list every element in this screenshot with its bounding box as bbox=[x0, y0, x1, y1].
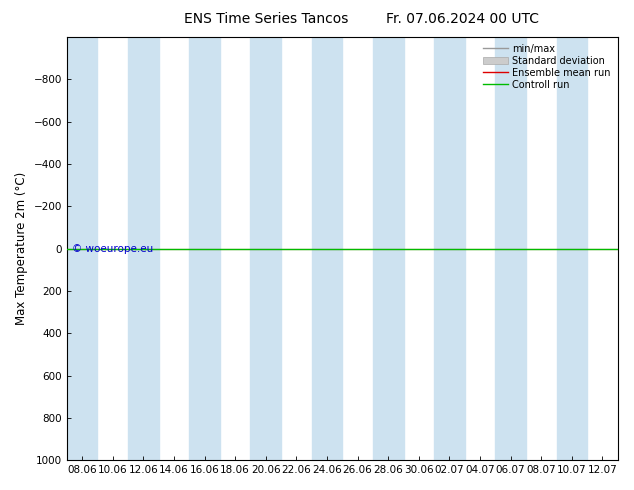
Text: © woeurope.eu: © woeurope.eu bbox=[72, 244, 153, 254]
Text: ENS Time Series Tancos: ENS Time Series Tancos bbox=[184, 12, 349, 26]
Bar bbox=[189, 37, 220, 460]
Bar bbox=[312, 37, 342, 460]
Bar bbox=[67, 37, 98, 460]
Legend: min/max, Standard deviation, Ensemble mean run, Controll run: min/max, Standard deviation, Ensemble me… bbox=[481, 42, 613, 92]
Bar bbox=[373, 37, 403, 460]
Bar bbox=[250, 37, 281, 460]
Bar bbox=[128, 37, 158, 460]
Y-axis label: Max Temperature 2m (°C): Max Temperature 2m (°C) bbox=[15, 172, 28, 325]
Bar bbox=[557, 37, 587, 460]
Bar bbox=[495, 37, 526, 460]
Text: Fr. 07.06.2024 00 UTC: Fr. 07.06.2024 00 UTC bbox=[386, 12, 540, 26]
Bar bbox=[434, 37, 465, 460]
